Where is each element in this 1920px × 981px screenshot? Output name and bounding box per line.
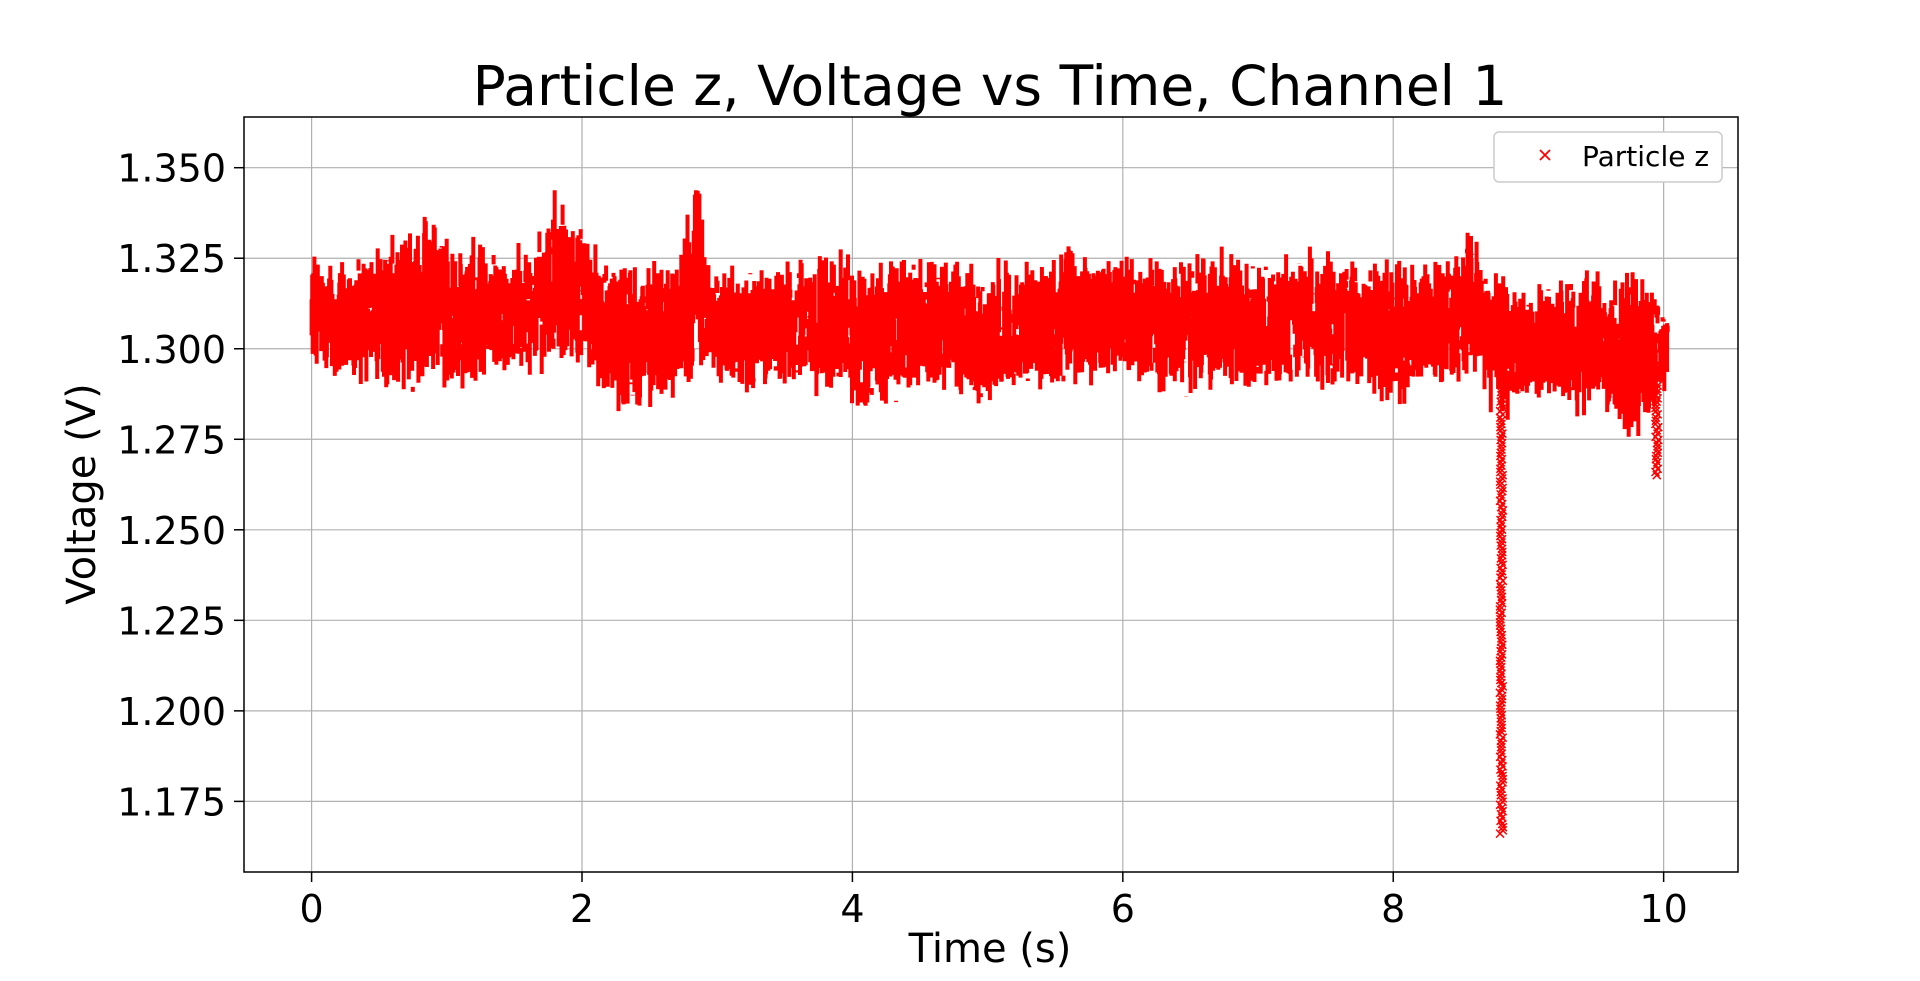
y-tick-label: 1.175 xyxy=(117,780,226,824)
y-tick-label: 1.350 xyxy=(117,147,226,191)
legend-label-particle-z: Particle z xyxy=(1582,140,1709,173)
x-tick-label: 6 xyxy=(1111,887,1135,931)
y-tick-label: 1.225 xyxy=(117,599,226,643)
x-axis-label: Time (s) xyxy=(908,926,1072,972)
y-axis-ticks: 1.175 1.200 1.225 1.250 1.275 1.300 1.325 1.350 xyxy=(117,147,244,824)
series-particle-z-points xyxy=(309,190,1670,437)
x-tick-label: 2 xyxy=(570,887,594,931)
chart-title: Particle z, Voltage vs Time, Channel 1 xyxy=(473,54,1508,118)
y-axis-label: Voltage (V) xyxy=(59,383,105,604)
legend: Particle z xyxy=(1493,131,1723,183)
y-tick-label: 1.300 xyxy=(117,328,226,372)
x-axis-ticks: 0 2 4 6 8 10 xyxy=(300,872,1688,931)
x-tick-label: 10 xyxy=(1639,887,1687,931)
legend-box xyxy=(1493,131,1723,183)
grid-lines xyxy=(244,117,1738,872)
legend-marker-x-icon xyxy=(1539,149,1551,161)
x-tick-label: 4 xyxy=(840,887,864,931)
series-particle-z-dip xyxy=(1495,358,1508,839)
y-tick-label: 1.250 xyxy=(117,509,226,553)
plot-area-frame xyxy=(243,116,1739,873)
y-tick-label: 1.200 xyxy=(117,690,226,734)
legend-marker-stroke xyxy=(1539,149,1551,161)
y-tick-label: 1.325 xyxy=(117,237,226,281)
y-tick-label: 1.275 xyxy=(117,418,226,462)
data-points xyxy=(309,190,1670,839)
series-particle-z-dip xyxy=(1650,358,1663,480)
x-tick-label: 0 xyxy=(300,887,324,931)
x-tick-label: 8 xyxy=(1381,887,1405,931)
